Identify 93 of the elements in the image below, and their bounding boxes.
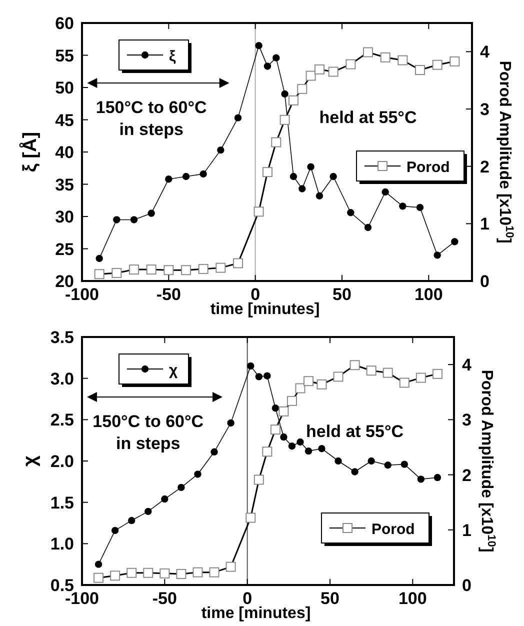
y2-tick-label: 2: [480, 157, 490, 176]
point: [148, 210, 155, 217]
point: [451, 238, 458, 246]
legend-label: χ: [169, 362, 178, 379]
point: [334, 457, 342, 465]
point: [272, 54, 280, 62]
point: [178, 484, 185, 492]
y-tick-label: 2.0: [50, 452, 74, 471]
y-tick-label: 1.5: [50, 493, 74, 512]
point: [94, 560, 102, 568]
point: [351, 468, 358, 476]
point: [227, 419, 234, 427]
annotation: held at 55°C: [306, 422, 404, 441]
point: [298, 185, 306, 192]
x-tick-label: 50: [332, 285, 352, 304]
point: [304, 447, 312, 455]
point: [384, 462, 392, 469]
point: [434, 252, 441, 259]
point: [417, 476, 425, 483]
point: [217, 146, 224, 154]
point: [316, 192, 324, 200]
x-tick-label: 0: [242, 589, 252, 608]
point: [330, 172, 337, 180]
point: [247, 362, 254, 370]
point: [210, 448, 218, 456]
point: [368, 457, 375, 465]
point: [165, 175, 172, 183]
y-tick-label: 45: [55, 110, 74, 130]
y2-tick-label: 3: [480, 100, 490, 119]
point: [161, 495, 168, 503]
annotation: 150°C to 60°C in steps: [96, 98, 207, 139]
y-axis-title: χ: [20, 455, 41, 466]
point: [272, 404, 280, 412]
point: [96, 254, 103, 262]
y2-tick-label: 1: [480, 214, 490, 234]
point: [194, 470, 202, 478]
point: [182, 172, 190, 180]
x-tick-label: 50: [320, 589, 340, 608]
point: [255, 42, 262, 50]
x-tick-label: 100: [398, 589, 427, 608]
point: [113, 216, 120, 224]
y-tick-label: 1.0: [50, 534, 74, 554]
annotation: held at 55°C: [319, 108, 417, 127]
x-tick-label: 100: [414, 285, 443, 304]
point: [364, 224, 372, 232]
y2-tick-label: 0: [462, 576, 472, 595]
y-tick-label: 30: [55, 208, 74, 226]
y2-tick-label: 4: [462, 356, 472, 375]
point: [347, 209, 354, 216]
point: [307, 163, 314, 170]
point: [255, 373, 263, 380]
y-tick-label: 55: [55, 46, 74, 66]
point: [264, 372, 271, 380]
point: [296, 438, 304, 446]
point: [281, 90, 288, 98]
y-tick-label: 25: [55, 240, 74, 259]
point: [144, 508, 152, 516]
y-tick-label: 2.5: [50, 410, 74, 430]
y2-tick-label: 0: [480, 272, 490, 291]
point: [290, 172, 298, 180]
x-tick-label: -50: [156, 285, 181, 304]
point: [288, 442, 296, 450]
point: [399, 202, 406, 210]
point: [264, 62, 272, 70]
point: [382, 188, 389, 196]
x-tick-label: -50: [152, 589, 177, 608]
y-tick-label: 35: [55, 175, 74, 194]
y-tick-label: 40: [55, 143, 74, 162]
point: [280, 433, 288, 441]
point: [416, 204, 424, 212]
y-axis-title: ξ [Å]: [19, 132, 41, 172]
x-axis-title: time [minutes]: [201, 605, 311, 622]
y2-tick-label: 3: [462, 410, 472, 430]
point: [434, 474, 442, 482]
point: [400, 460, 408, 468]
y-tick-label: 3.0: [50, 369, 74, 388]
y-tick-label: 50: [55, 78, 74, 98]
y2-tick-label: 4: [480, 42, 490, 62]
legend-label: Porod: [372, 521, 415, 538]
point: [234, 114, 242, 122]
point: [111, 526, 119, 534]
legend-label: Porod: [406, 159, 450, 176]
point: [200, 170, 207, 178]
legend-label: ξ: [169, 48, 176, 65]
annotation: 150°C to 60°C in steps: [92, 412, 204, 453]
x-axis-title: time [minutes]: [210, 301, 320, 318]
y-tick-label: 60: [55, 14, 74, 33]
point: [318, 445, 326, 452]
point: [128, 516, 136, 524]
point: [130, 216, 138, 224]
y2-tick-label: 1: [462, 520, 472, 540]
y2-tick-label: 2: [462, 466, 472, 485]
y-tick-label: 3.5: [50, 328, 74, 347]
